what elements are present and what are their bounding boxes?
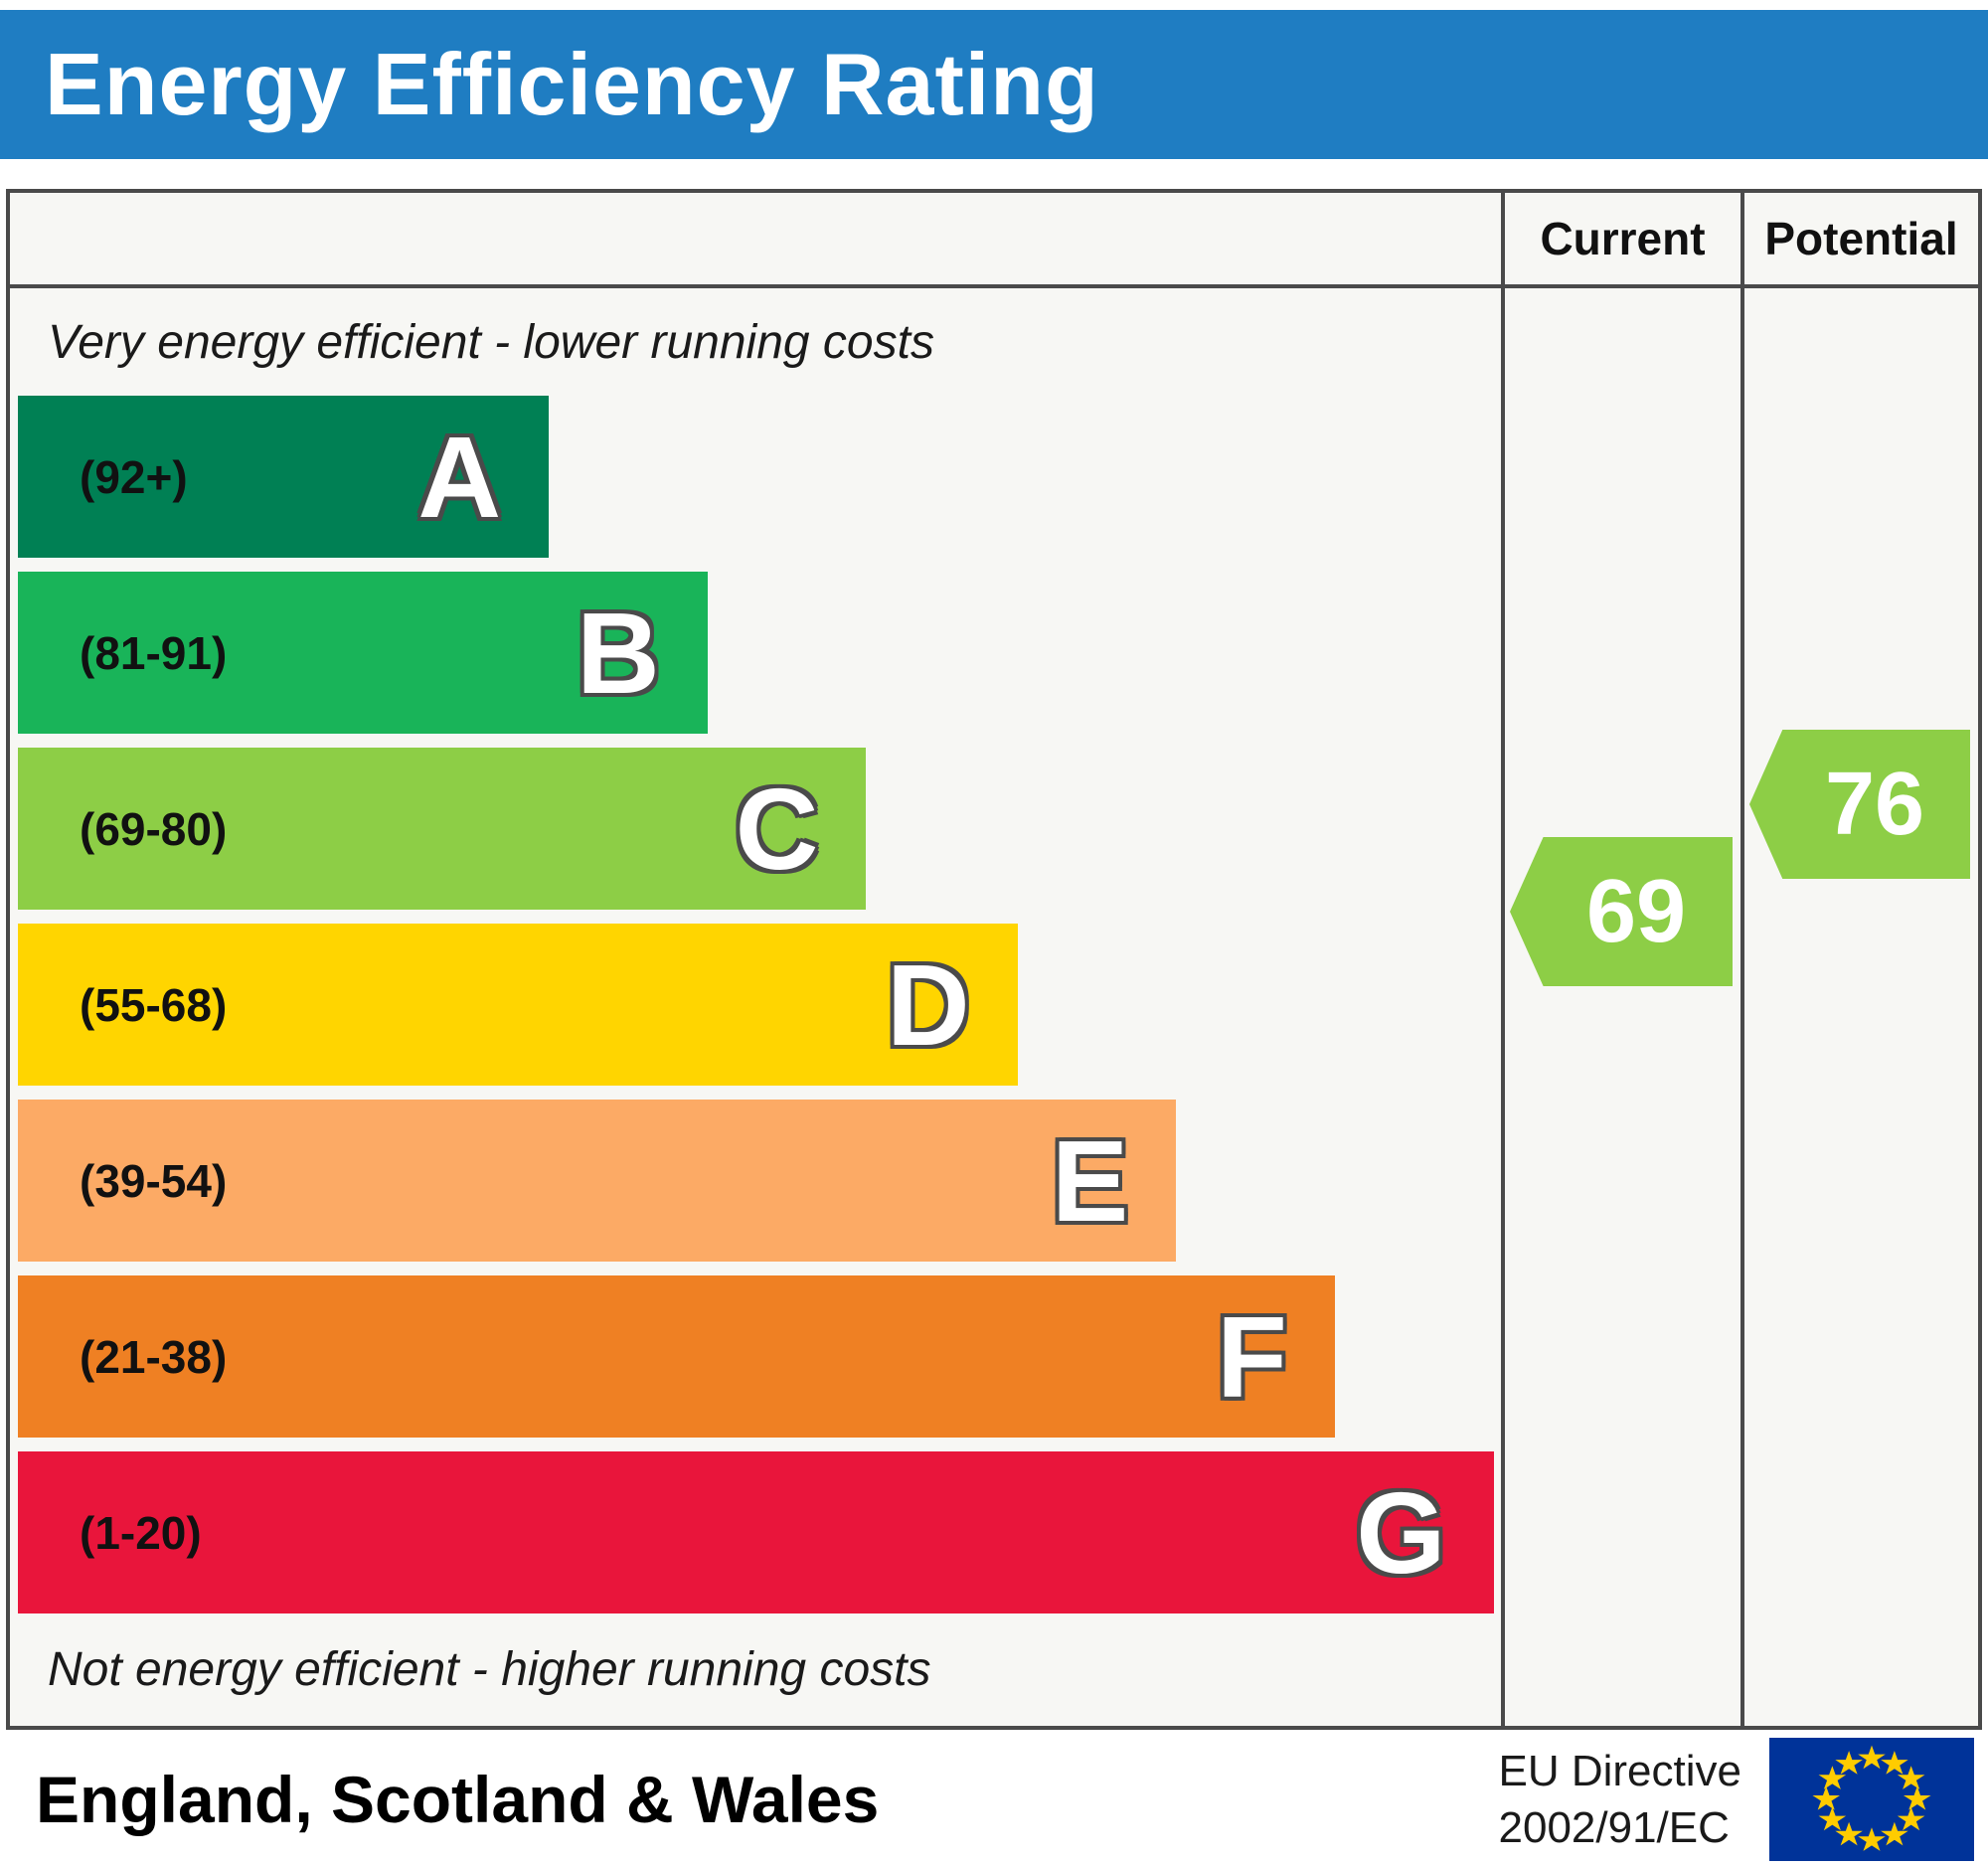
- band-row-a: (92+) A: [18, 396, 1501, 558]
- potential-rating-value: 76: [1824, 754, 1925, 854]
- rating-bands: (92+) A (81-91) B (69-80) C: [10, 396, 1501, 1613]
- band-range-label: (92+): [80, 450, 188, 503]
- band-letter: D: [886, 939, 970, 1070]
- eu-directive-line1: EU Directive: [1498, 1746, 1742, 1795]
- band-letter: F: [1217, 1291, 1287, 1422]
- band-bar-g: (1-20) G: [18, 1451, 1494, 1613]
- band-letter: B: [576, 588, 660, 718]
- band-letter: C: [735, 764, 819, 894]
- band-bar-a: (92+) A: [18, 396, 550, 558]
- potential-column-header: Potential: [1744, 193, 1978, 288]
- chart-title-bar: Energy Efficiency Rating: [0, 10, 1988, 159]
- band-range-label: (69-80): [80, 802, 228, 855]
- energy-rating-table: Very energy efficient - lower running co…: [6, 189, 1982, 1730]
- bottom-note: Not energy efficient - higher running co…: [48, 1643, 931, 1696]
- band-row-c: (69-80) C: [18, 748, 1501, 910]
- band-row-b: (81-91) B: [18, 572, 1501, 734]
- band-range-label: (1-20): [80, 1506, 202, 1559]
- eu-directive-line2: 2002/91/EC: [1498, 1803, 1730, 1852]
- eu-flag-icon: [1769, 1738, 1974, 1861]
- current-column-header: Current: [1505, 193, 1740, 288]
- band-bar-f: (21-38) F: [18, 1275, 1335, 1438]
- potential-rating-arrow: 76: [1749, 730, 1970, 879]
- band-letter: A: [417, 412, 502, 542]
- band-row-d: (55-68) D: [18, 924, 1501, 1086]
- eu-directive-label: EU Directive 2002/91/EC: [1499, 1743, 1770, 1856]
- band-row-e: (39-54) E: [18, 1100, 1501, 1262]
- band-row-g: (1-20) G: [18, 1451, 1501, 1613]
- band-row-f: (21-38) F: [18, 1275, 1501, 1438]
- rating-bands-column: Very energy efficient - lower running co…: [10, 193, 1501, 1726]
- band-range-label: (81-91): [80, 626, 228, 679]
- region-label: England, Scotland & Wales: [36, 1763, 880, 1836]
- current-column: Current 69: [1501, 193, 1740, 1726]
- bands-header-spacer: [10, 193, 1501, 288]
- potential-column: Potential 76: [1740, 193, 1978, 1726]
- current-rating-arrow: 69: [1510, 837, 1733, 986]
- footer: England, Scotland & Wales EU Directive 2…: [6, 1738, 1982, 1861]
- page-title: Energy Efficiency Rating: [45, 35, 1099, 133]
- band-range-label: (39-54): [80, 1154, 228, 1207]
- band-bar-b: (81-91) B: [18, 572, 708, 734]
- band-letter: G: [1356, 1467, 1446, 1598]
- band-range-label: (21-38): [80, 1330, 228, 1383]
- top-note: Very energy efficient - lower running co…: [48, 315, 934, 369]
- band-bar-d: (55-68) D: [18, 924, 1018, 1086]
- band-bar-c: (69-80) C: [18, 748, 867, 910]
- current-rating-value: 69: [1585, 861, 1687, 961]
- band-bar-e: (39-54) E: [18, 1100, 1177, 1262]
- band-letter: E: [1051, 1115, 1129, 1246]
- band-range-label: (55-68): [80, 978, 228, 1031]
